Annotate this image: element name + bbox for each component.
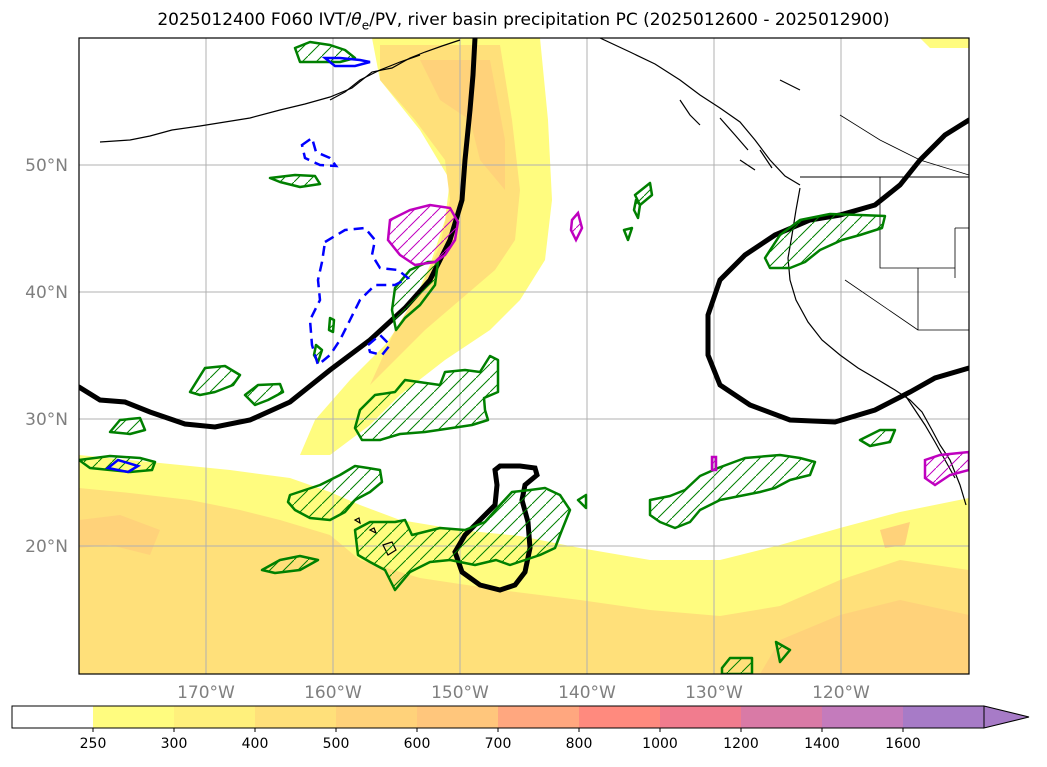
ivt-band-south-core [79,515,969,674]
lon-label-120w: 120°W [812,683,870,703]
canada-province-border [839,114,969,176]
theta-e-contour-north-pacific [79,38,478,430]
lat-label-30n: 30°N [25,410,68,430]
precip-region-small-10 [576,493,588,510]
colorbar-tick-label: 400 [242,736,269,752]
ivt-band-south-inner [79,488,969,674]
pv-negative-region-dashed-south [366,333,392,357]
lon-label-150w: 150°W [431,683,489,703]
colorbar-tick-label: 500 [323,736,350,752]
ivt-shading [79,38,969,674]
colorbar-segment [417,706,498,728]
pv-positive-region-small-2 [710,455,718,472]
state-borders [844,177,969,331]
lon-label-170w: 170°W [177,683,235,703]
precip-region-mid-lat [390,260,440,332]
precip-region-small-9 [632,198,642,220]
colorbar-segment [255,706,336,728]
colorbar-segment [93,706,174,728]
theta-e-contour-hawaii [452,463,540,593]
alaska-coast [99,39,461,143]
map-area [79,38,969,674]
precip-region-west-2 [243,382,285,407]
title-theta-sub: e [361,18,370,33]
colorbar-tick-label: 1600 [885,736,921,752]
colorbar-segment [741,706,822,728]
precip-region-small-7 [327,316,336,334]
theta-e-contour-east-pacific [705,117,969,425]
latitude-labels: 50°N 40°N 30°N 20°N [25,156,68,557]
pv-negative-contours [105,56,411,474]
lat-label-40n: 40°N [25,283,68,303]
title-theta: θ [351,10,362,30]
lat-label-20n: 20°N [25,537,68,557]
pv-negative-region-dashed-main [308,226,411,368]
title-suffix: /PV, river basin precipitation PC (20250… [369,10,890,30]
colorbar-tick-label: 250 [80,736,107,752]
precip-region-west-1 [188,364,242,397]
precip-region-oregon [763,212,887,270]
precip-region-west-3 [108,416,147,436]
ivt-plume-core [420,60,505,190]
precip-region-small-2 [260,554,320,575]
colorbar-segment [660,706,741,728]
pv-positive-region-main [386,203,460,267]
precip-region-south-central [286,464,384,522]
canada-coast [599,38,801,186]
precip-region-small-4 [774,640,792,664]
precip-region-small-3 [720,656,754,674]
colorbar-tick-label: 600 [404,736,431,752]
colorbar-tick-label: 1200 [723,736,759,752]
ivt-north-corner [920,38,969,48]
colorbar-tick-label: 1000 [642,736,678,752]
precip-region-small-8 [622,226,634,242]
pv-negative-region-solid-north [321,56,371,68]
precip-region-north-1 [268,173,322,189]
colorbar-segment [903,706,984,728]
lon-label-140w: 140°W [558,683,616,703]
precip-pc-contours [79,40,897,674]
theta-e-contours [79,38,969,593]
precip-region-central [353,354,500,442]
colorbar-tick-label: 300 [161,736,188,752]
pv-positive-region-small-1 [569,210,584,243]
precip-region-east-subtropics [648,453,817,530]
colorbar-extend-arrow [983,705,1030,729]
lon-label-130w: 130°W [685,683,743,703]
precip-region-small-5 [858,428,897,448]
precip-region-hawaii-west [353,486,572,592]
colorbar-segment [336,706,417,728]
colorbar-tick-label: 700 [485,736,512,752]
colorbar-tick-label: 1400 [804,736,840,752]
pv-negative-region-dashed-north [300,135,339,168]
colorbar-segment [498,706,579,728]
lat-label-50n: 50°N [25,156,68,176]
colorbar-segment [579,706,660,728]
longitude-labels: 170°W 160°W 150°W 140°W 130°W 120°W [177,683,870,703]
colorbar-segment [174,706,255,728]
pv-positive-region-east [923,450,969,487]
lon-label-160w: 160°W [304,683,362,703]
colorbar-segment [822,706,903,728]
pv-positive-contours [386,203,969,487]
pv-negative-region-solid-west [105,458,142,474]
title-prefix: 2025012400 F060 IVT/ [157,10,352,30]
colorbar-tick-label: 800 [566,736,593,752]
map-frame [78,37,970,675]
alaska-peninsula [329,54,421,101]
colorbar: 250 300 400 500 600 700 800 1000 1200 1400 1600 [11,705,1030,752]
bc-islands [679,79,801,171]
map-title: 2025012400 F060 IVT/θe/PV, river basin p… [0,10,1047,32]
colorbar-segment [12,706,93,728]
